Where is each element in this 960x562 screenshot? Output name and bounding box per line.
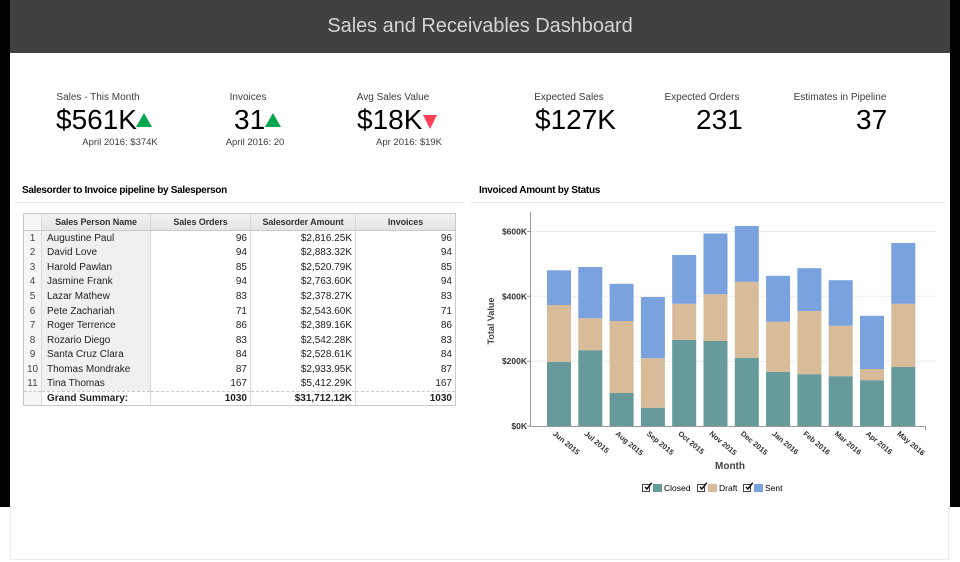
svg-text:Oct 2015: Oct 2015: [676, 429, 706, 456]
svg-text:Jun 2015: Jun 2015: [551, 429, 581, 457]
svg-text:Total Value: Total Value: [486, 298, 496, 345]
svg-text:$400K: $400K: [502, 291, 528, 301]
svg-text:May 2016: May 2016: [895, 429, 926, 457]
svg-text:Apr 2016: Apr 2016: [864, 429, 894, 456]
svg-text:Feb 2016: Feb 2016: [802, 429, 832, 457]
svg-text:Dec 2015: Dec 2015: [739, 429, 770, 457]
svg-text:Sep 2015: Sep 2015: [645, 429, 676, 457]
svg-text:$200K: $200K: [502, 356, 528, 366]
svg-text:Aug 2015: Aug 2015: [614, 429, 645, 457]
svg-text:Mar 2016: Mar 2016: [833, 429, 863, 457]
svg-text:Jan 2016: Jan 2016: [770, 429, 800, 456]
svg-text:Month: Month: [715, 461, 745, 472]
svg-text:Nov 2015: Nov 2015: [708, 429, 739, 457]
svg-text:Jul 2015: Jul 2015: [582, 429, 610, 455]
svg-text:$600K: $600K: [502, 227, 528, 237]
svg-text:$0K: $0K: [511, 421, 527, 431]
